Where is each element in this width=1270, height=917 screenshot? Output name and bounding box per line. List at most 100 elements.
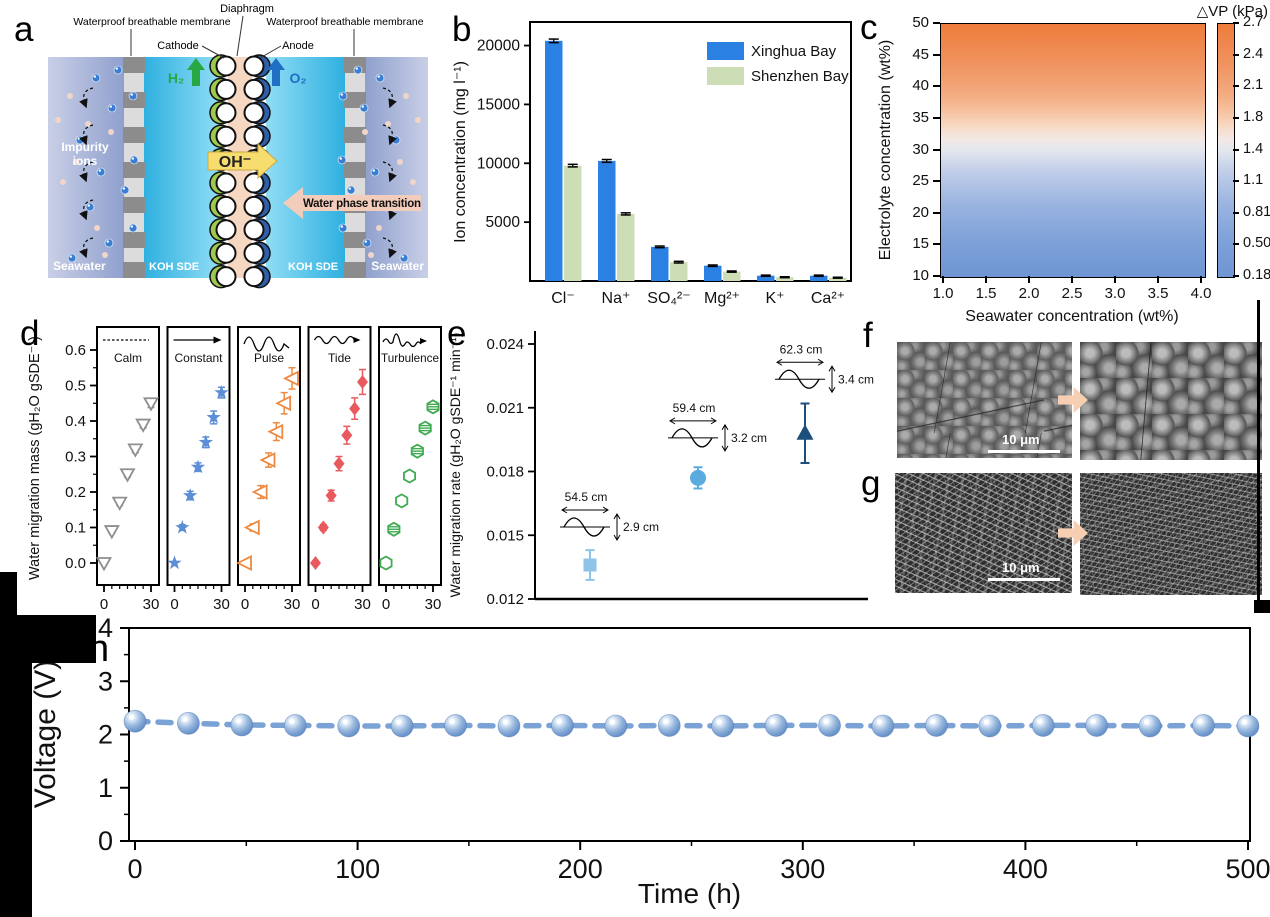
- h-sphere-marker: [1031, 714, 1055, 737]
- membrane-block: [344, 232, 366, 248]
- b-category-label: Ca²⁺: [811, 290, 845, 307]
- h-sphere-marker: [123, 709, 147, 733]
- c-xtick-mark: [942, 276, 944, 283]
- c-xtick-label: 3.5: [1147, 285, 1169, 302]
- e-wave-annotation: 54.5 cm 2.9 cm: [560, 490, 659, 541]
- c-colorbar-tick-mark: [1233, 116, 1239, 119]
- panel-f-label: f: [863, 316, 873, 355]
- d-subpanel-calm: Calm 0 30: [95, 326, 160, 613]
- diaphragm-label: Diaphragm: [220, 3, 274, 15]
- pulse-wave-icon: [243, 336, 290, 352]
- b-y-axis-label: Ion concentration (mg l⁻¹): [452, 61, 469, 243]
- e-y-axis-label: Water migration rate (gH₂O gSDE⁻¹ min⁻¹): [447, 333, 463, 598]
- bar-shenzhen-bay: [670, 262, 688, 281]
- c-colorbar-tick-label: 1.1: [1243, 172, 1264, 189]
- water-droplet: [359, 103, 369, 113]
- h-sphere-marker: [283, 714, 307, 737]
- c-colorbar-tick-mark: [1233, 275, 1239, 277]
- o2-arrow-icon: [267, 58, 285, 86]
- h-xtick-label: 500: [1225, 854, 1270, 884]
- turbulence-wave-icon: [382, 333, 422, 348]
- impurity-ion-dot: [368, 252, 374, 258]
- seawater-label-left: Seawater: [53, 259, 106, 273]
- sine-wave-icon: [563, 517, 605, 537]
- legend-swatch: [707, 67, 744, 85]
- panel-h-voltage-chart: 0 1 2 3 4 0 100 200 300 400 500 Voltage (V) Time (h): [29, 613, 1270, 909]
- water-droplet: [128, 91, 138, 101]
- c-colorbar-tick-mark: [1233, 180, 1239, 183]
- ion-rejection-arrow: [79, 87, 94, 109]
- legend-label: Shenzhen Bay: [751, 68, 849, 85]
- panel-c-label: c: [860, 8, 878, 47]
- water-droplet: [85, 202, 95, 212]
- d-xtick-label: 30: [354, 596, 371, 613]
- membrane-block: [123, 262, 145, 278]
- impurity-ion-dot: [60, 179, 66, 185]
- b-category-label: Mg²⁺: [704, 290, 740, 307]
- c-colorbar-tick-label: 0.50: [1243, 235, 1270, 252]
- panel-b-label: b: [452, 10, 472, 49]
- bar-xinghua-bay: [545, 40, 563, 281]
- panel-a-label: a: [14, 10, 34, 49]
- c-xtick-mark: [985, 276, 987, 283]
- water-droplet: [338, 91, 348, 101]
- d-xtick-label: 0: [100, 596, 108, 613]
- water-droplet: [375, 73, 385, 83]
- bar-shenzhen-bay: [776, 277, 794, 281]
- d-subpanel-title: Pulse: [254, 351, 284, 365]
- h-xtick-label: 400: [1003, 854, 1048, 884]
- membrane-block: [123, 197, 145, 213]
- d-ytick-label: 0.1: [65, 520, 86, 537]
- impurity-ion-dot: [376, 225, 382, 231]
- h-sphere-marker: [657, 714, 681, 737]
- f-scale-bar-label: 10 μm: [1002, 432, 1040, 447]
- membrane-block: [123, 127, 145, 143]
- c-colorbar-tick-label: 0.81: [1243, 203, 1270, 220]
- membrane-label-right: Waterproof breathable membrane: [266, 16, 423, 28]
- impurity-ion-dot: [94, 225, 100, 231]
- sine-wave-icon: [671, 428, 713, 448]
- anode-label: Anode: [282, 40, 314, 52]
- water-droplet: [128, 223, 138, 233]
- membrane-block: [344, 127, 366, 143]
- water-droplet: [338, 223, 348, 233]
- membrane-block: [344, 262, 366, 278]
- h-sphere-marker: [818, 714, 841, 737]
- membrane-block: [123, 162, 145, 178]
- bar-xinghua-bay: [704, 265, 722, 281]
- h2-label: H₂: [168, 70, 184, 86]
- plot-frame: [529, 21, 852, 282]
- ion-rejection-arrow: [382, 237, 397, 259]
- water-droplet: [353, 65, 363, 75]
- d-xtick-label: 0: [241, 596, 249, 613]
- koh-sde-label-left: KOH SDE: [149, 261, 199, 273]
- d-subpanel-turbulence: Turbulence 0 30: [378, 326, 442, 613]
- c-x-axis-label: Seawater concentration (wt%): [965, 308, 1179, 325]
- c-xtick-mark: [1071, 276, 1073, 283]
- d-ytick-label: 0.4: [65, 413, 86, 430]
- ion-rejection-arrow: [79, 161, 94, 183]
- wave-height-label: 3.2 cm: [731, 431, 767, 445]
- e-ytick-label: 0.021: [486, 400, 524, 417]
- bar-xinghua-bay: [598, 160, 616, 281]
- c-colorbar-tick-mark: [1233, 148, 1239, 151]
- c-ytick-mark: [933, 148, 940, 151]
- b-category-label: Cl⁻: [551, 290, 575, 307]
- h-sphere-marker: [390, 714, 414, 738]
- c-xtick-mark: [1028, 276, 1030, 283]
- diaphragm-leader-line: [236, 15, 244, 57]
- e-point-group: [690, 466, 706, 490]
- e-point-group: [796, 402, 814, 464]
- panel-a-schematic: H₂ O₂ OH⁻ Water phase transition Impurit…: [48, 3, 428, 289]
- impurity-ion-dot: [397, 159, 403, 165]
- membrane-block: [123, 57, 145, 73]
- b-ytick-label: 10000: [477, 155, 520, 172]
- c-ytick-mark: [933, 275, 940, 277]
- water-droplet: [107, 103, 117, 113]
- d-xtick-label: 30: [425, 596, 442, 613]
- e-wave-annotation: 59.4 cm 3.2 cm: [668, 401, 767, 452]
- c-colorbar-tick-label: 1.8: [1243, 108, 1264, 125]
- c-colorbar-tick-mark: [1233, 53, 1239, 56]
- h-sphere-marker: [924, 714, 948, 737]
- membrane-label-left: Waterproof breathable membrane: [73, 16, 230, 28]
